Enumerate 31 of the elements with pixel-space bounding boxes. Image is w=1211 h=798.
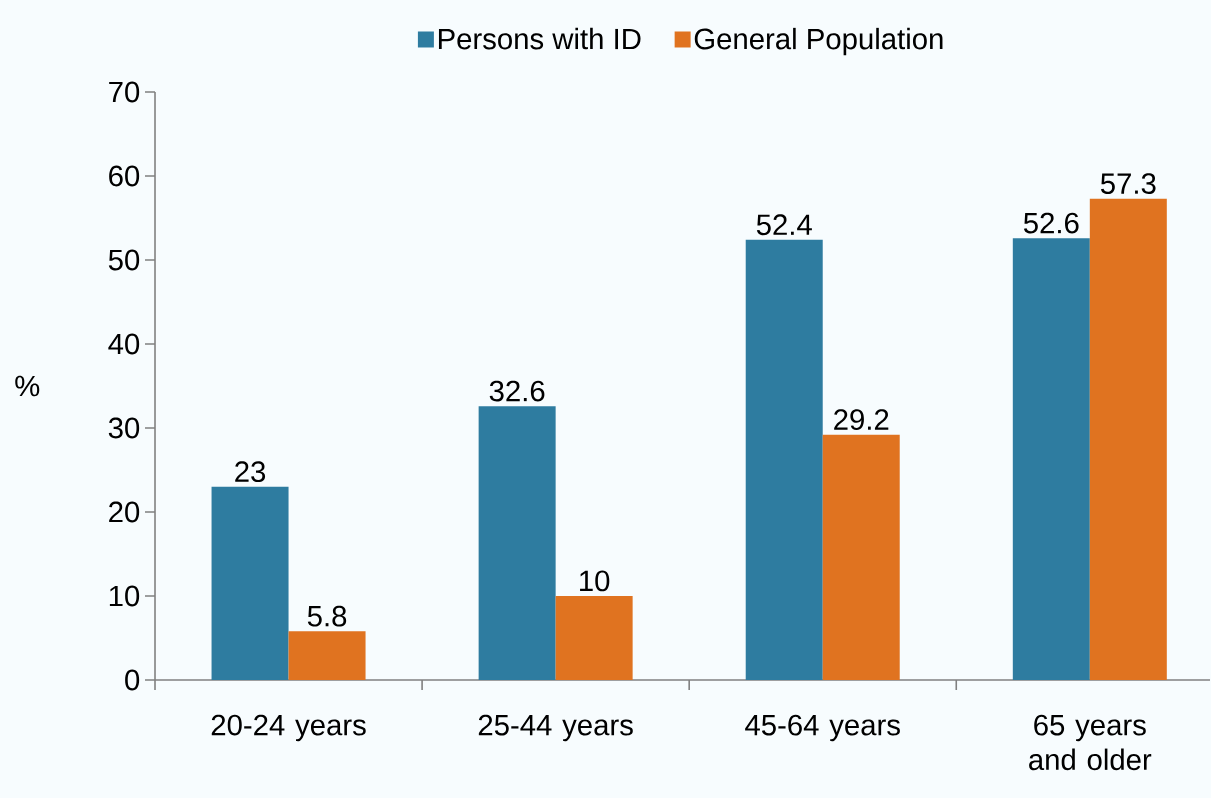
x-tick-label: 20-24 years (211, 714, 366, 742)
legend-label: General Population (694, 27, 943, 56)
bar (211, 486, 289, 680)
x-tick-label: 45-64 years (745, 714, 900, 742)
y-tick-label: 70 (109, 81, 140, 103)
data-label: 10 (580, 570, 610, 592)
bar (745, 239, 823, 680)
data-label: 52.4 (756, 214, 812, 236)
x-tick-label: 65 years and older (1029, 714, 1152, 771)
bar (822, 434, 900, 680)
y-tick-label: 30 (108, 417, 140, 439)
y-tick-label: 50 (108, 249, 140, 271)
data-label: 23 (235, 461, 266, 483)
legend-label: Persons with ID (438, 27, 641, 50)
y-tick-label: 60 (109, 165, 140, 187)
bar (288, 631, 366, 680)
y-tick-label: 10 (109, 585, 140, 607)
y-tick-label: 40 (108, 333, 140, 355)
data-label: 5.8 (307, 605, 347, 627)
y-tick-label: 0 (125, 669, 140, 691)
data-label: 52.6 (1023, 212, 1079, 234)
x-tick-label: 25-44 years (478, 714, 633, 742)
y-tick-label: 20 (109, 501, 140, 523)
bar (555, 595, 633, 680)
data-label: 29.2 (834, 409, 889, 430)
bar (478, 406, 556, 680)
bar (1089, 198, 1167, 680)
y-axis-title: % (15, 375, 40, 397)
data-label: 57.3 (1100, 173, 1156, 194)
bar (1012, 238, 1090, 680)
data-label: 32.6 (489, 380, 545, 402)
